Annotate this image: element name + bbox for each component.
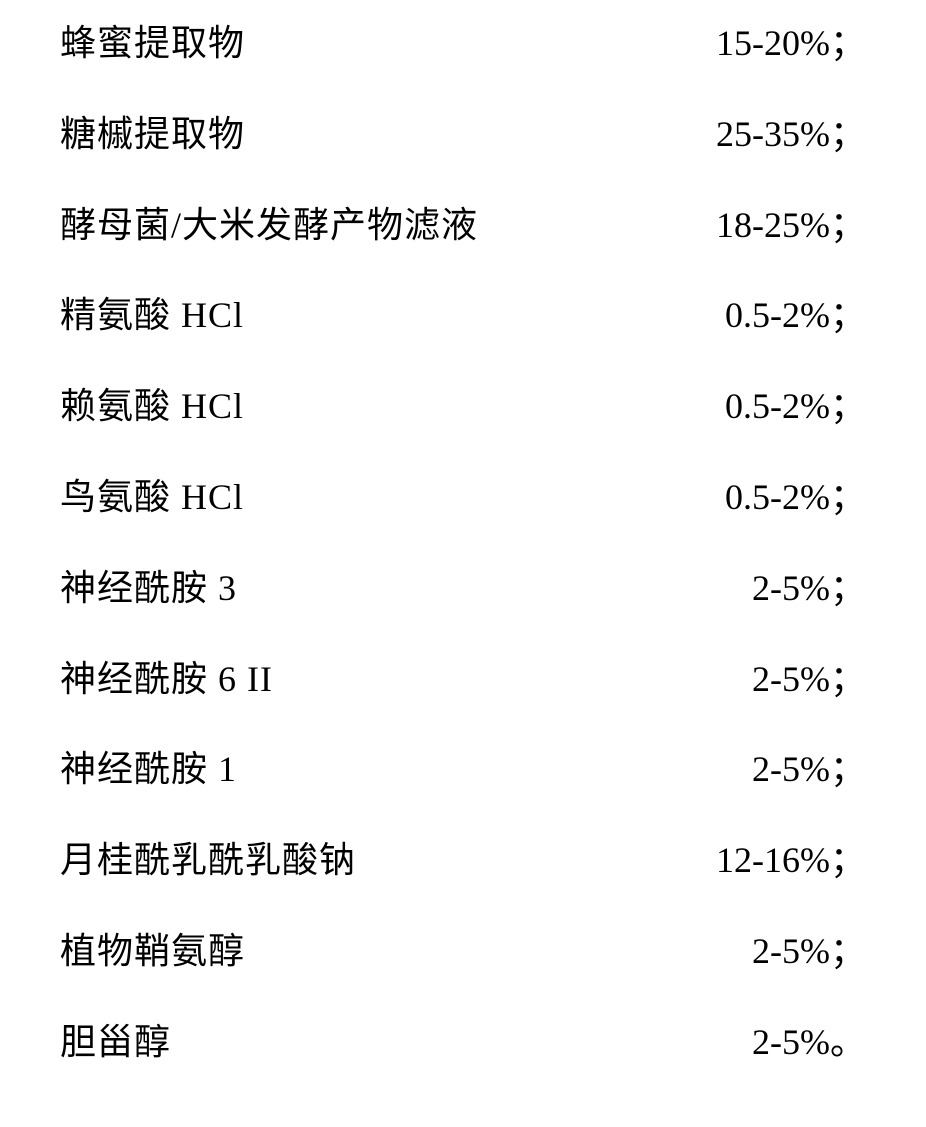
table-row: 蜂蜜提取物 15-20%； <box>60 20 866 67</box>
ingredient-value: 18-25%； <box>716 202 866 249</box>
table-row: 精氨酸 HCl 0.5-2%； <box>60 292 866 339</box>
ingredient-value: 2-5%； <box>752 928 866 975</box>
ingredient-label: 神经酰胺 6 II <box>60 656 273 703</box>
ingredient-value: 0.5-2%； <box>725 383 866 430</box>
table-row: 神经酰胺 1 2-5%； <box>60 746 866 793</box>
ingredient-label: 蜂蜜提取物 <box>60 20 245 67</box>
ingredient-value: 15-20%； <box>716 20 866 67</box>
table-row: 糖槭提取物 25-35%； <box>60 111 866 158</box>
ingredient-label: 糖槭提取物 <box>60 111 245 158</box>
ingredient-value: 2-5%。 <box>752 1019 866 1066</box>
table-row: 酵母菌/大米发酵产物滤液 18-25%； <box>60 202 866 249</box>
ingredient-value: 12-16%； <box>716 837 866 884</box>
ingredient-label: 植物鞘氨醇 <box>60 928 245 975</box>
ingredient-label: 赖氨酸 HCl <box>60 383 244 430</box>
ingredient-value: 2-5%； <box>752 746 866 793</box>
table-row: 月桂酰乳酰乳酸钠 12-16%； <box>60 837 866 884</box>
table-row: 神经酰胺 3 2-5%； <box>60 565 866 612</box>
ingredient-label: 神经酰胺 1 <box>60 746 237 793</box>
ingredient-value: 25-35%； <box>716 111 866 158</box>
ingredient-label: 鸟氨酸 HCl <box>60 474 244 521</box>
ingredient-value: 2-5%； <box>752 565 866 612</box>
ingredient-label: 酵母菌/大米发酵产物滤液 <box>60 202 478 249</box>
ingredient-value: 2-5%； <box>752 656 866 703</box>
table-row: 植物鞘氨醇 2-5%； <box>60 928 866 975</box>
table-row: 鸟氨酸 HCl 0.5-2%； <box>60 474 866 521</box>
ingredients-table: 蜂蜜提取物 15-20%； 糖槭提取物 25-35%； 酵母菌/大米发酵产物滤液… <box>60 20 866 1066</box>
table-row: 神经酰胺 6 II 2-5%； <box>60 656 866 703</box>
ingredient-label: 胆甾醇 <box>60 1019 171 1066</box>
ingredient-label: 月桂酰乳酰乳酸钠 <box>60 837 356 884</box>
ingredient-label: 精氨酸 HCl <box>60 292 244 339</box>
ingredient-value: 0.5-2%； <box>725 292 866 339</box>
table-row: 赖氨酸 HCl 0.5-2%； <box>60 383 866 430</box>
ingredient-label: 神经酰胺 3 <box>60 565 237 612</box>
table-row: 胆甾醇 2-5%。 <box>60 1019 866 1066</box>
ingredient-value: 0.5-2%； <box>725 474 866 521</box>
